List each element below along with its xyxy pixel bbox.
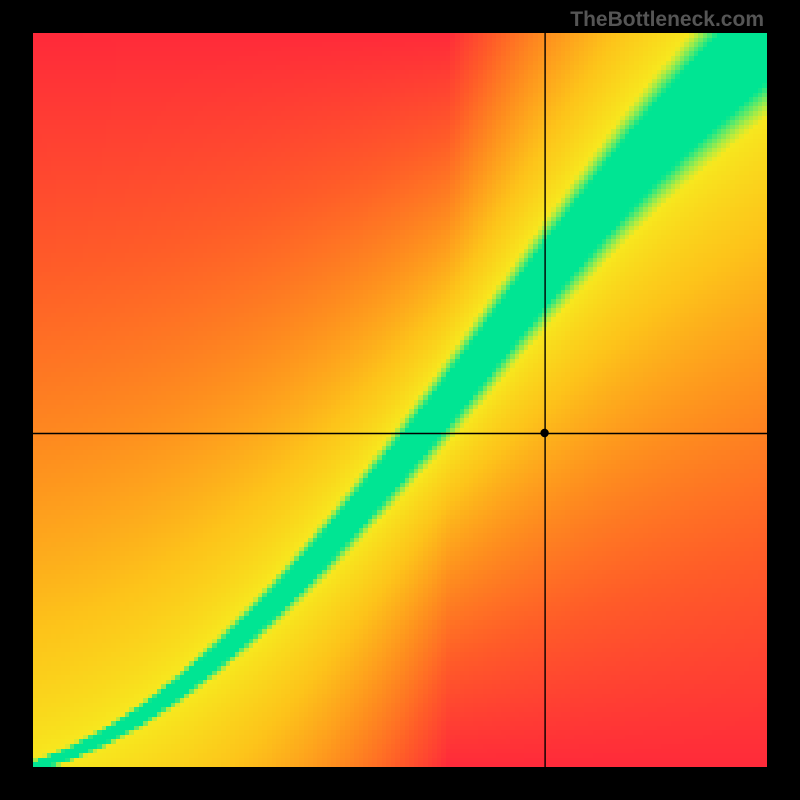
watermark-text: TheBottleneck.com [570,8,764,32]
chart-container: TheBottleneck.com [0,0,800,800]
bottleneck-heatmap [33,33,767,767]
